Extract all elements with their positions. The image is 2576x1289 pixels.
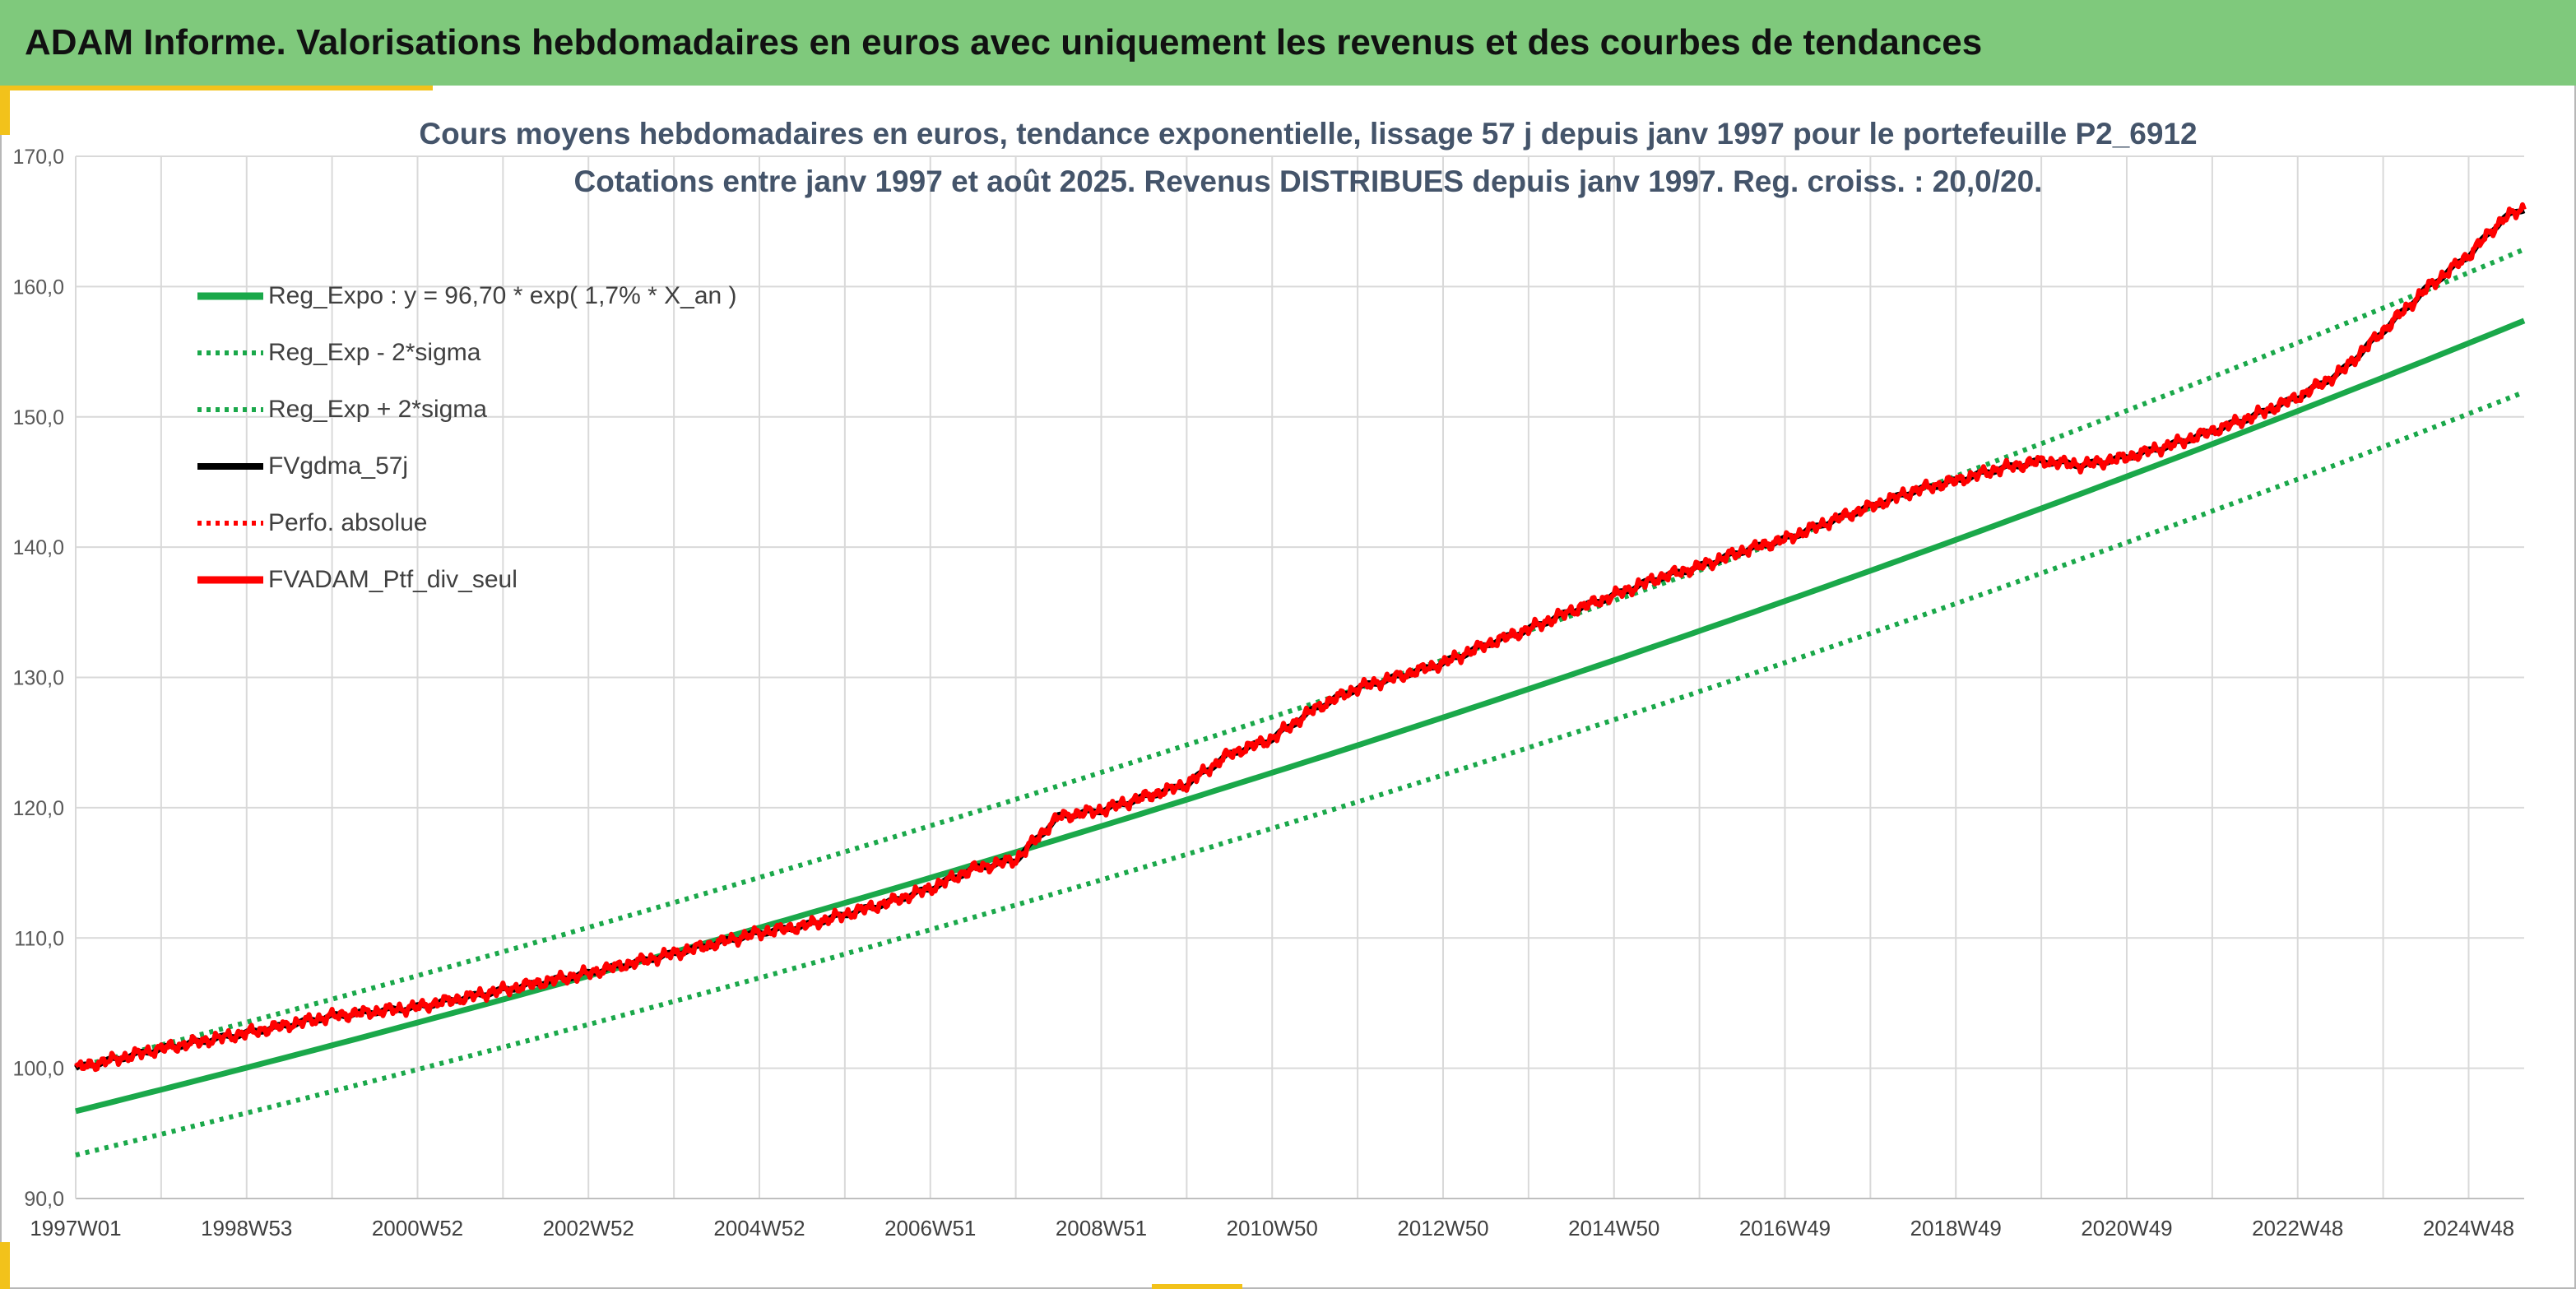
legend-swatch-reg-low	[197, 350, 263, 355]
accent-corner-top-left	[0, 86, 10, 135]
legend-item-reg-expo: Reg_Expo : y = 96,70 * exp( 1,7% * X_an …	[197, 267, 737, 324]
x-tick-label: 1998W53	[201, 1216, 292, 1240]
accent-strip-bottom	[1152, 1284, 1242, 1289]
series-reg-expo	[75, 318, 2526, 1115]
legend-label-fvadam: FVADAM_Ptf_div_seul	[268, 565, 518, 593]
legend-label-reg-low: Reg_Exp - 2*sigma	[268, 338, 481, 366]
series-reg-exp-plus-2sigma	[75, 247, 2526, 1070]
accent-corner-bottom-left	[0, 1242, 10, 1289]
legend-item-perfo: Perfo. absolue	[197, 494, 737, 551]
x-tick-label: 2020W49	[2081, 1216, 2172, 1240]
y-tick-label: 140,0	[12, 536, 64, 559]
x-tick-label: 2008W51	[1056, 1216, 1147, 1240]
legend-label-reg-expo: Reg_Expo : y = 96,70 * exp( 1,7% * X_an …	[268, 281, 737, 309]
x-tick-label: 2000W52	[372, 1216, 463, 1240]
x-tick-label: 2022W48	[2252, 1216, 2343, 1240]
y-tick-label: 150,0	[12, 406, 64, 429]
chart-title-line-2: Cotations entre janv 1997 et août 2025. …	[573, 165, 2043, 198]
x-tick-label: 2004W52	[713, 1216, 805, 1240]
accent-strip-top	[0, 86, 433, 90]
x-tick-label: 2012W50	[1397, 1216, 1488, 1240]
y-tick-label: 110,0	[14, 927, 64, 950]
y-tick-label: 160,0	[12, 276, 64, 299]
legend-swatch-reg-high	[197, 406, 263, 412]
y-tick-label: 130,0	[12, 667, 64, 690]
legend-swatch-perfo	[197, 520, 263, 526]
legend-swatch-reg-expo	[197, 292, 263, 299]
legend-swatch-fvadam	[197, 576, 263, 583]
x-tick-label: 2018W49	[1910, 1216, 2002, 1240]
axis-layer: 90,0 100,0 110,0 120,0 130,0 140,0 150,0 160,0 1…	[12, 146, 2524, 1240]
x-tick-label: 2014W50	[1568, 1216, 1659, 1240]
x-tick-label: 2006W51	[884, 1216, 976, 1240]
legend-label-fvgdma: FVgdma_57j	[268, 452, 409, 480]
legend-item-fvgdma: FVgdma_57j	[197, 438, 737, 494]
series-fvadam-ptf-div-seul	[74, 202, 2527, 1073]
legend-item-reg-high: Reg_Exp + 2*sigma	[197, 381, 737, 438]
x-tick-label: 1997W01	[30, 1216, 121, 1240]
legend-item-reg-low: Reg_Exp - 2*sigma	[197, 324, 737, 381]
legend-label-perfo: Perfo. absolue	[268, 508, 428, 536]
x-tick-label: 2016W49	[1739, 1216, 1831, 1240]
y-tick-label: 170,0	[12, 146, 64, 169]
y-tick-label: 120,0	[12, 797, 64, 820]
legend-label-reg-high: Reg_Exp + 2*sigma	[268, 395, 487, 423]
legend: Reg_Expo : y = 96,70 * exp( 1,7% * X_an …	[197, 267, 737, 608]
y-tick-label: 90,0	[24, 1188, 64, 1211]
legend-item-fvadam: FVADAM_Ptf_div_seul	[197, 551, 737, 608]
series-layer	[74, 202, 2527, 1158]
banner: ADAM Informe. Valorisations hebdomadaire…	[0, 0, 2576, 86]
banner-title: ADAM Informe. Valorisations hebdomadaire…	[25, 22, 1983, 63]
chart-title-line-1: Cours moyens hebdomadaires en euros, ten…	[419, 117, 2198, 151]
x-tick-label: 2024W48	[2423, 1216, 2514, 1240]
chart-title: Cours moyens hebdomadaires en euros, ten…	[313, 110, 2304, 206]
x-tick-label: 2002W52	[543, 1216, 634, 1240]
y-tick-label: 100,0	[12, 1058, 64, 1081]
legend-swatch-fvgdma	[197, 462, 263, 470]
x-tick-label: 2010W50	[1227, 1216, 1318, 1240]
grid-layer	[75, 155, 2524, 1199]
